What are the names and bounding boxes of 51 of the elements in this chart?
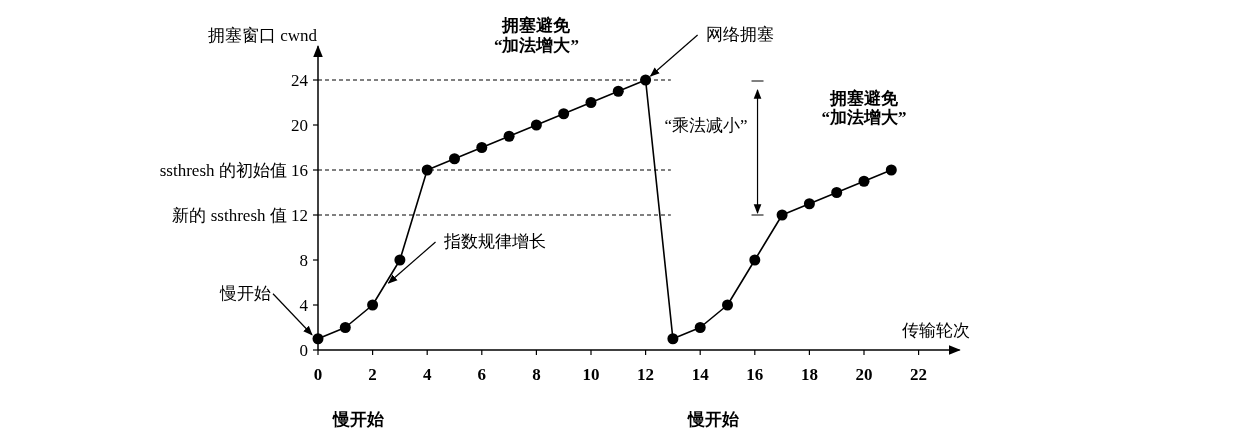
y-tick-label: 新的 ssthresh 值 12 [172,206,308,225]
text: 慢开始 [687,410,741,429]
point [530,119,542,131]
x-tick-label: 2 [368,365,377,384]
x-tick-label: 16 [746,365,764,384]
point [585,97,597,108]
x-tick-label: 18 [800,365,818,384]
point [367,299,379,311]
y-tick-label: ssthresh 的初始值 16 [159,161,308,180]
text: 慢开始 [332,410,386,429]
point [885,164,897,176]
point [858,175,870,187]
x-tick-label: 8 [532,365,541,384]
annotation: 慢开始 [219,283,271,303]
annotation: “乘法减小” [664,115,748,135]
x-tick-label: 6 [477,365,487,384]
x-axis-title: 传输轮次 [901,321,970,340]
annotation: 指数规律增长 [442,232,546,251]
point [640,74,652,86]
annotation: 拥塞避免 “加法增大” [493,16,579,55]
point [749,254,761,266]
y-tick-label: 20 [291,116,308,135]
x-tick-label: 20 [855,365,873,384]
point [612,85,624,97]
point [394,254,406,266]
x-tick-label: 22 [910,365,928,384]
annotation: 拥塞避免 “加法增大” [821,88,907,128]
y-tick-label: 24 [291,71,309,90]
point [476,142,488,153]
annotation: 网络拥塞 [705,25,774,44]
x-tick-label: 4 [422,365,432,384]
x-tick-label: 0 [313,365,323,384]
point [339,322,351,333]
point [776,209,788,221]
x-tick-label: 10 [582,365,600,384]
point [312,333,324,345]
point [503,130,515,142]
point [449,153,460,165]
y-axis-title: 拥塞窗口 cwnd [208,26,318,46]
y-tick-label: 8 [299,251,308,270]
point [558,108,570,120]
point [803,198,815,210]
point [667,333,679,345]
x-tick-label: 12 [637,365,655,384]
y-tick-label: 0 [299,341,308,360]
y-tick-label: 4 [299,296,309,315]
point [722,299,733,311]
point [694,322,706,333]
point [421,164,433,176]
point [831,187,843,198]
x-tick-label: 14 [691,365,710,384]
